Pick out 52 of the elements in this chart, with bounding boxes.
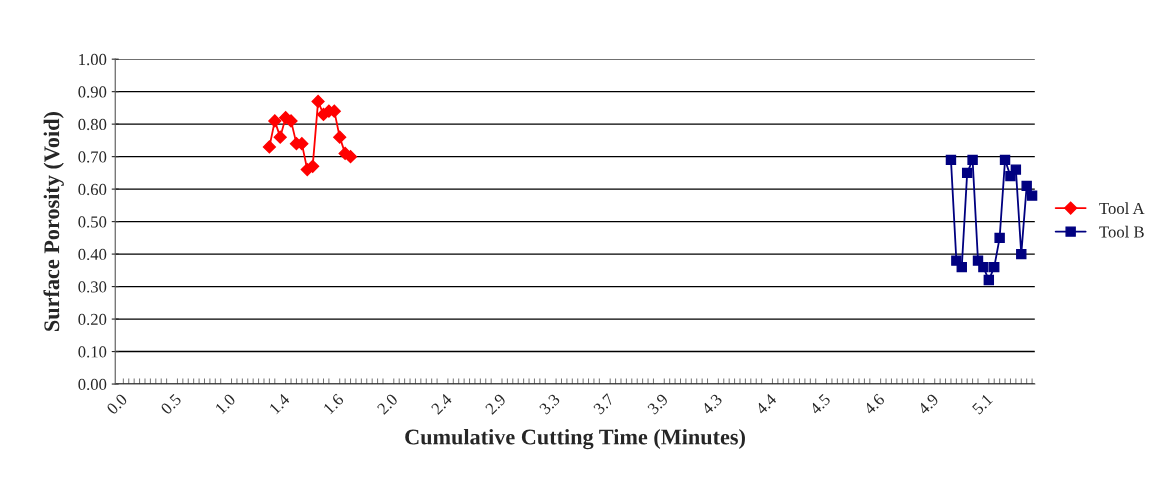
y-tick-label: 0.20 (78, 313, 107, 326)
y-tick-label: 0.70 (78, 151, 107, 163)
x-tick-label: 3.9 (647, 393, 669, 415)
point (273, 130, 287, 144)
point (1026, 190, 1038, 201)
y-tick-label: 0.50 (78, 216, 107, 228)
point (311, 94, 325, 108)
y-tick-label: 0.40 (78, 248, 107, 261)
point (1021, 180, 1032, 192)
y-tick-label: 0.10 (78, 346, 107, 358)
point (1016, 248, 1027, 260)
legend-label: Tool A (1099, 202, 1145, 215)
x-tick-label: 3.7 (592, 393, 615, 415)
x-tick-label: 2.4 (430, 392, 453, 415)
point (999, 154, 1011, 166)
x-tick-label: 4.5 (809, 393, 832, 416)
point (945, 154, 957, 166)
x-tick-label: 2.0 (376, 393, 399, 415)
x-tick-label: 1.4 (268, 392, 291, 415)
point (284, 114, 298, 128)
point (967, 154, 978, 166)
point (994, 232, 1005, 244)
point (961, 167, 973, 179)
y-tick-label: 0.80 (78, 118, 107, 131)
x-tick-label: 2.9 (484, 393, 507, 415)
point (956, 261, 967, 273)
y-tick-label: 1.00 (79, 53, 107, 66)
x-tick-label: 1.6 (323, 393, 345, 415)
y-tick-label: 0.60 (78, 183, 107, 196)
point (268, 114, 282, 128)
x-tick-label: 5.1 (971, 393, 994, 415)
point (989, 261, 1000, 273)
point (306, 159, 320, 173)
y-axis-title: Surface Porosity (Void) (43, 112, 64, 331)
legend-label: Tool B (1099, 225, 1144, 238)
y-tick-label: 0.30 (78, 281, 107, 293)
x-axis-title: Cumulative Cutting Time (Minutes) (405, 428, 745, 450)
y-tick-label: 0.90 (78, 86, 107, 98)
point (1010, 164, 1022, 175)
x-tick-label: 1.0 (214, 393, 237, 415)
x-tick-label: 4.3 (700, 393, 723, 416)
x-tick-label: 0.0 (106, 393, 128, 416)
point (333, 130, 347, 144)
point (983, 274, 995, 286)
x-tick-label: 3.3 (538, 393, 561, 415)
y-tick-label: 0.00 (78, 378, 107, 391)
x-tick-label: 4.6 (863, 393, 886, 416)
x-tick-label: 0.5 (160, 393, 182, 416)
x-tick-label: 4.9 (917, 393, 940, 416)
point (978, 261, 989, 273)
point (262, 140, 276, 154)
x-tick-label: 4.4 (754, 392, 778, 416)
